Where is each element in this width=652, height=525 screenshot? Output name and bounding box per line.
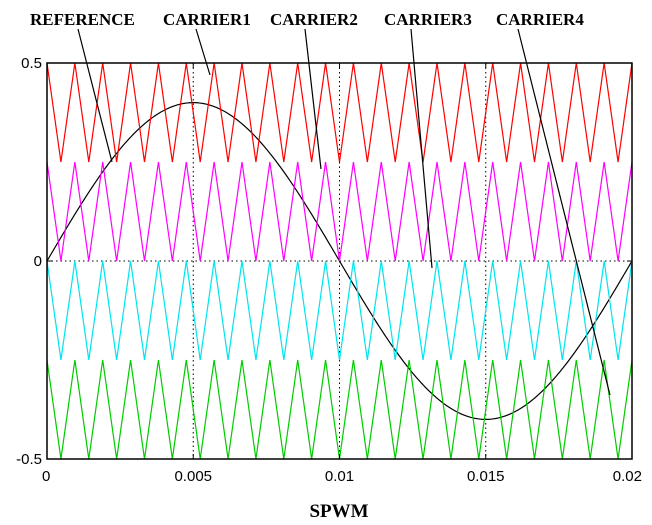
x-tick-label-3: 0.015: [467, 468, 505, 485]
x-axis-label: SPWM: [309, 501, 368, 522]
y-tick-label-0: 0.5: [21, 55, 42, 72]
annotation-leaders: [77, 28, 611, 396]
x-tick-label-0: 0: [42, 468, 50, 485]
series-line-carrier2: [46, 161, 633, 262]
leader-line-1: [195, 28, 211, 76]
label-carrier4: CARRIER4: [496, 10, 584, 29]
leader-line-4: [517, 28, 611, 396]
leader-line-0: [77, 28, 113, 163]
series-line-carrier3: [46, 260, 633, 361]
leader-line-2: [304, 28, 322, 170]
label-carrier3: CARRIER3: [384, 10, 472, 29]
series-group: [46, 62, 633, 460]
label-reference: REFERENCE: [30, 10, 135, 29]
series-line-carrier1: [46, 62, 633, 163]
x-tick-label-1: 0.005: [174, 468, 212, 485]
y-tick-label-1: 0: [34, 253, 42, 270]
x-tick-label-2: 0.01: [325, 468, 354, 485]
label-carrier2: CARRIER2: [270, 10, 358, 29]
label-carrier1: CARRIER1: [163, 10, 251, 29]
leader-line-3: [410, 28, 433, 269]
annotation-labels: REFERENCE CARRIER1 CARRIER2 CARRIER3 CAR…: [30, 10, 584, 29]
x-tick-label-4: 0.02: [613, 468, 642, 485]
axis-ticks: 0 0.005 0.01 0.015 0.020.50-0.5: [16, 55, 642, 485]
y-tick-label-2: -0.5: [16, 451, 42, 468]
